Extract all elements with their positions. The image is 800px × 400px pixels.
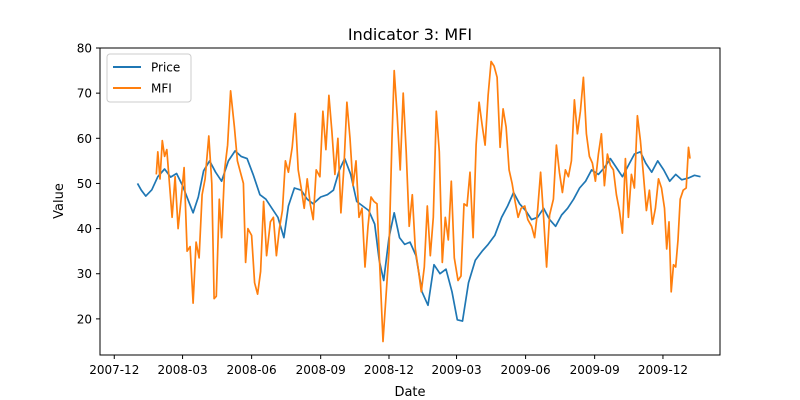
y-tick-label: 70 xyxy=(77,87,92,101)
x-tick-label: 2007-12 xyxy=(89,363,139,377)
y-tick-label: 20 xyxy=(77,312,92,326)
x-tick-label: 2008-06 xyxy=(227,363,277,377)
y-tick-label: 80 xyxy=(77,42,92,56)
x-tick-label: 2009-03 xyxy=(431,363,481,377)
x-axis: 2007-12 2008-03 2008-06 2008-09 2008-12 2009-… xyxy=(89,355,688,377)
series-line-price xyxy=(136,150,701,322)
x-tick-label: 2008-03 xyxy=(157,363,207,377)
x-tick-label: 2009-06 xyxy=(501,363,551,377)
legend: Price MFI xyxy=(106,53,192,103)
y-tick-label: 40 xyxy=(77,222,92,236)
y-axis: 20 30 40 50 60 70 80 xyxy=(77,42,100,326)
x-tick-label: 2008-12 xyxy=(364,363,414,377)
legend-label-price: Price xyxy=(151,61,180,75)
x-axis-label: Date xyxy=(394,385,425,400)
y-tick-label: 60 xyxy=(77,132,92,146)
x-tick-label: 2009-09 xyxy=(570,363,620,377)
x-tick-label: 2008-09 xyxy=(296,363,346,377)
y-tick-label: 30 xyxy=(77,267,92,281)
series-layer xyxy=(136,60,701,343)
chart-title: Indicator 3: MFI xyxy=(348,25,472,44)
x-tick-label: 2009-12 xyxy=(638,363,688,377)
plot-area-frame xyxy=(99,47,721,356)
legend-label-mfi: MFI xyxy=(151,82,172,96)
y-tick-label: 50 xyxy=(77,177,92,191)
series-line-mfi xyxy=(155,60,691,343)
y-axis-label: Value xyxy=(52,183,67,219)
